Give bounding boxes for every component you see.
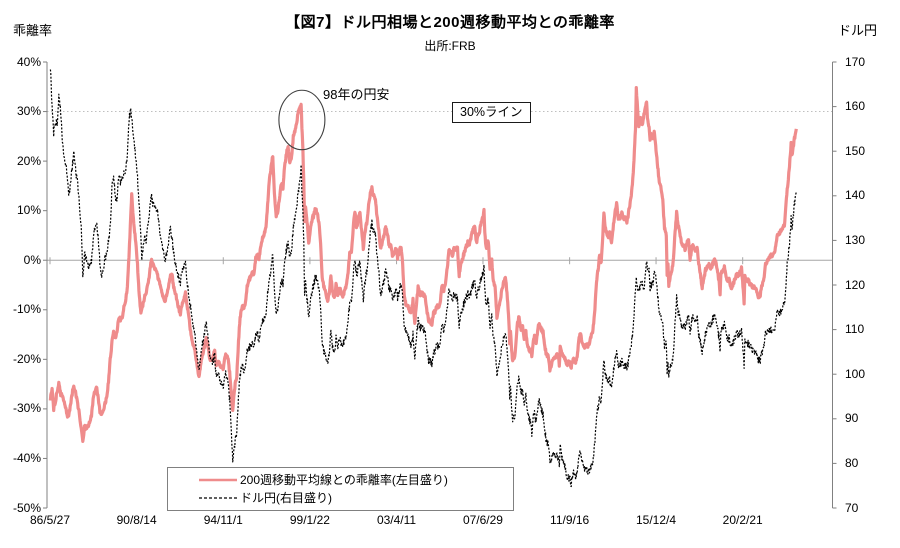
right-axis-tick-label: 90 [845,411,859,426]
left-axis-tick-label: -40% [12,450,41,465]
right-axis-tick-label: 80 [845,455,859,470]
x-axis-label: 90/8/14 [116,513,157,527]
right-axis-title: ドル円 [838,23,878,38]
x-axis-label: 86/5/27 [29,513,71,527]
x-axis-label: 11/9/16 [550,513,590,527]
left-axis-tick-label: -30% [12,401,41,416]
annotation-30pct-line-box: 30%ライン [452,102,531,123]
left-axis-tick-label: -20% [12,351,41,366]
right-axis-tick-label: 170 [845,54,866,69]
left-axis-tick-label: 10% [16,203,41,218]
x-axis-label: 20/2/21 [722,513,763,527]
left-axis-tick-label: 0% [23,252,41,267]
legend-item-deviation: 200週移動平均線との乖離率(左目盛り) [198,473,513,487]
legend: 200週移動平均線との乖離率(左目盛り) ドル円(右目盛り) [167,467,514,511]
x-axis-label: 03/4/11 [376,513,417,527]
x-axis-label: 07/6/29 [462,513,503,527]
usdjpy-line-sample-icon [199,497,237,499]
1998-peak-ellipse [278,89,326,151]
left-axis-title: 乖離率 [13,23,53,38]
right-axis-tick-label: 100 [845,366,866,381]
annotation-1998-yen-weakness-label: 98年の円安 [323,87,390,102]
left-axis-tick-label: 40% [16,54,41,69]
left-axis-tick-label: -10% [12,302,41,317]
deviation-line-sample-icon [199,478,237,481]
right-axis-tick-label: 110 [845,322,865,337]
left-axis-tick-label: -50% [12,500,41,515]
right-axis-tick-label: 160 [845,99,866,114]
right-axis-tick-label: 140 [845,188,866,203]
right-axis-tick-label: 120 [845,277,866,292]
deviation-series-line [48,86,798,443]
x-axis-label: 15/12/4 [636,513,677,527]
chart-title: 【図7】ドル円相場と200週移動平均との乖離率 [285,14,615,31]
legend-label-usdjpy: ドル円(右目盛り) [240,491,332,506]
x-axis-label: 99/1/22 [289,513,330,527]
right-axis-tick-label: 70 [845,500,859,515]
left-axis-tick-label: 20% [16,153,41,168]
usdjpy-series-line [49,69,797,488]
right-axis-tick-label: 150 [845,143,866,158]
chart-source: 出所:FRB [424,39,476,53]
legend-item-usdjpy: ドル円(右目盛り) [198,491,513,505]
right-axis-tick-label: 130 [845,232,866,247]
legend-label-deviation: 200週移動平均線との乖離率(左目盛り) [240,472,448,487]
left-axis-tick-label: 30% [16,104,41,119]
x-axis-label: 94/11/1 [203,513,243,527]
